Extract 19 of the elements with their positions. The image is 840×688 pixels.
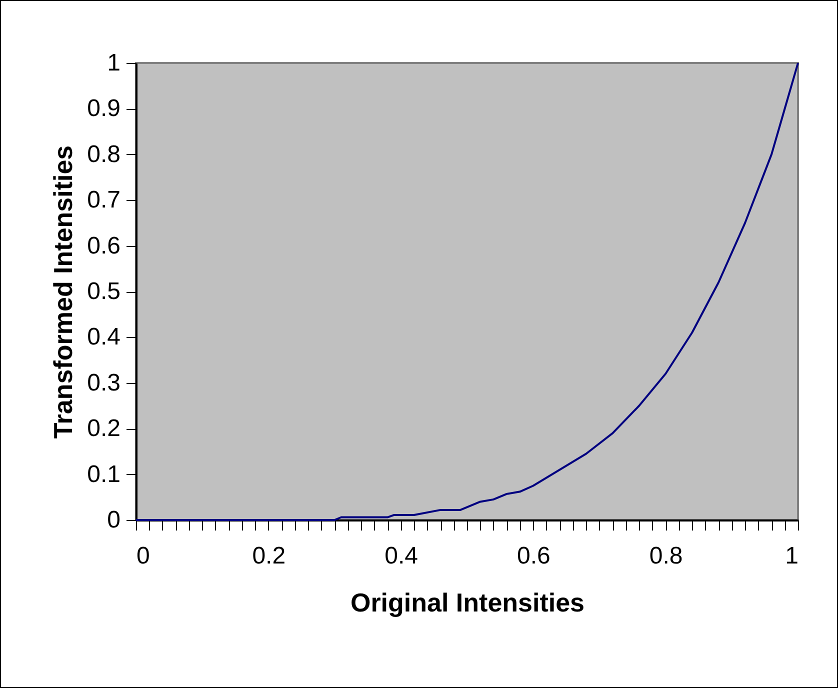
x-tick-label: 0.8 bbox=[649, 542, 683, 570]
x-axis-title: Original Intensities bbox=[350, 588, 585, 618]
x-tick-label: 0 bbox=[136, 542, 150, 570]
x-tick-label: 1 bbox=[785, 542, 798, 570]
y-tick-label: 0.2 bbox=[87, 415, 120, 442]
x-tick-label: 0.6 bbox=[517, 542, 550, 570]
y-tick-label: 0 bbox=[107, 506, 120, 534]
y-tick-label: 0.1 bbox=[87, 460, 120, 488]
y-tick-label: 0.3 bbox=[87, 369, 120, 396]
y-tick-label: 0.4 bbox=[87, 324, 120, 351]
x-tick-label: 0.4 bbox=[384, 542, 418, 570]
y-tick-label: 0.9 bbox=[87, 95, 120, 122]
y-tick-label: 0.8 bbox=[87, 140, 120, 168]
y-tick-label: 1 bbox=[107, 50, 120, 76]
y-tick-label: 0.6 bbox=[87, 232, 120, 260]
y-tick-label: 0.7 bbox=[87, 186, 120, 214]
y-tick-label: 0.5 bbox=[87, 278, 120, 305]
y-axis-title: Transformed Intensities bbox=[48, 145, 78, 439]
x-tick-label: 0.2 bbox=[252, 542, 286, 570]
